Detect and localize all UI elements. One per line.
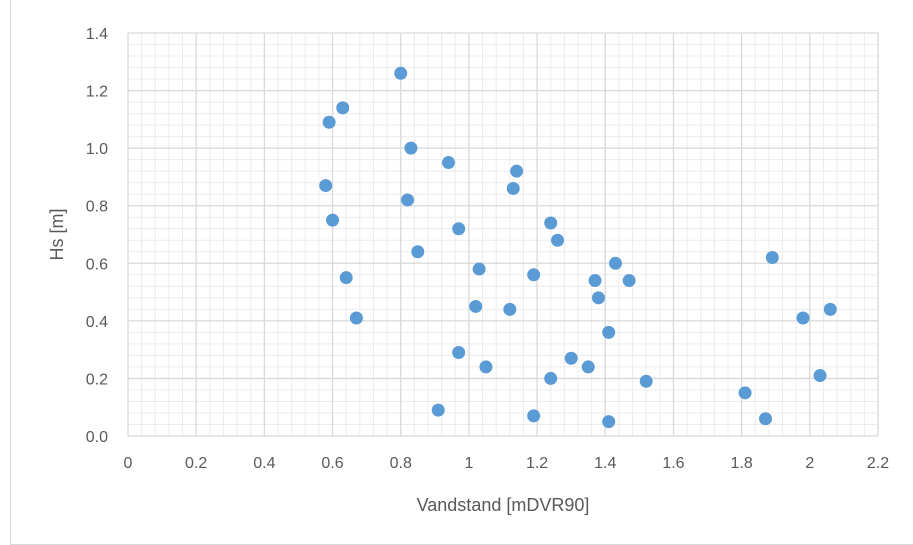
data-point <box>441 156 455 170</box>
x-tick-label: 1.2 <box>526 455 548 472</box>
data-point <box>431 403 445 417</box>
data-point <box>319 179 333 193</box>
minor-grid <box>128 33 878 436</box>
data-point <box>452 222 466 236</box>
data-point <box>401 193 415 207</box>
data-point <box>544 216 558 230</box>
y-tick-label: 0.4 <box>86 314 108 331</box>
data-point <box>336 101 350 115</box>
data-point <box>622 274 636 288</box>
data-point <box>813 369 827 383</box>
x-tick-label: 0.8 <box>390 455 412 472</box>
x-tick-label: 0.4 <box>253 455 275 472</box>
y-tick-label: 0.2 <box>86 371 108 388</box>
data-point <box>759 412 772 426</box>
data-point <box>472 262 486 276</box>
major-grid <box>127 32 879 437</box>
data-point <box>588 274 602 288</box>
data-point <box>591 291 605 305</box>
x-tick-label: 0.2 <box>185 455 207 472</box>
data-point <box>527 409 541 423</box>
data-point <box>551 233 565 247</box>
x-tick-label: 1.6 <box>662 455 684 472</box>
data-point <box>404 141 418 155</box>
data-point <box>452 346 466 360</box>
x-tick-label: 0 <box>124 455 133 472</box>
data-point <box>738 386 752 400</box>
x-tick-labels: 0 0.2 0.4 0.6 0.8 1 1.2 1.4 1.6 1.8 2 2.2 <box>124 455 890 472</box>
data-point <box>609 256 622 270</box>
data-point <box>322 115 336 129</box>
data-point <box>510 164 524 178</box>
y-axis-title: Hs [m] <box>47 209 67 261</box>
x-tick-label: 2.2 <box>867 455 889 472</box>
data-point <box>411 245 425 259</box>
y-tick-label: 1.2 <box>86 84 108 101</box>
data-point <box>544 371 558 385</box>
y-tick-label: 0.0 <box>86 429 108 446</box>
x-tick-label: 1.4 <box>594 455 616 472</box>
data-point <box>506 181 520 195</box>
y-tick-labels: 0.0 0.2 0.4 0.6 0.8 1.0 1.2 1.4 <box>86 26 108 446</box>
x-tick-label: 1.8 <box>731 455 753 472</box>
data-point <box>602 325 616 339</box>
x-tick-label: 0.6 <box>321 455 343 472</box>
data-point <box>503 302 517 316</box>
data-point <box>479 360 493 374</box>
x-axis-title: Vandstand [mDVR90] <box>417 495 590 515</box>
data-point <box>527 268 541 282</box>
data-point <box>796 311 810 325</box>
data-points <box>319 66 837 429</box>
y-tick-label: 1.4 <box>86 26 108 43</box>
data-point <box>394 66 408 80</box>
data-point <box>564 351 578 365</box>
data-point <box>602 415 616 429</box>
x-tick-label: 1 <box>464 455 473 472</box>
data-point <box>581 360 595 374</box>
y-tick-label: 0.6 <box>86 256 108 273</box>
y-tick-label: 1.0 <box>86 141 108 158</box>
data-point <box>469 299 483 313</box>
data-point <box>326 213 340 227</box>
y-tick-label: 0.8 <box>86 199 108 216</box>
data-point <box>639 374 653 388</box>
data-point <box>823 302 837 316</box>
data-point <box>765 251 779 265</box>
data-point <box>339 271 353 285</box>
x-tick-label: 2 <box>805 455 814 472</box>
data-point <box>349 311 363 325</box>
